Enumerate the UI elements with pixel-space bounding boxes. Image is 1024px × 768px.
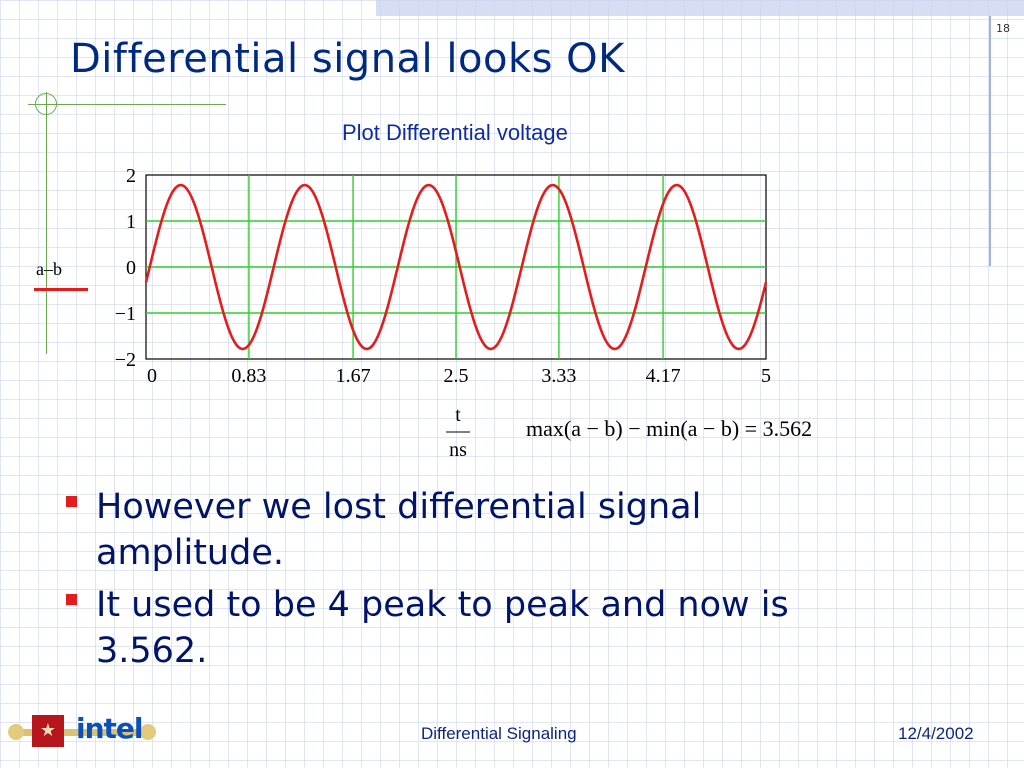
y-tick-label: 2 (126, 165, 136, 187)
peak-to-peak-formula: max(a − b) − min(a − b) = 3.562 (526, 416, 813, 441)
logo-knob-right (140, 724, 156, 740)
slide-title: Differential signal looks OK (70, 36, 625, 82)
slide-number: 18 (996, 22, 1010, 35)
x-tick-labels: 0 0.83 1.67 2.5 3.33 4.17 5 (147, 365, 771, 387)
x-axis-label-denominator: ns (449, 439, 467, 461)
legend-label: a–b (36, 259, 62, 279)
series-layer (144, 183, 768, 351)
title-circle-ornament (35, 93, 57, 115)
title-rule-horizontal (28, 104, 226, 105)
intel-logo: ★ intel (8, 712, 156, 752)
x-tick-label: 2.5 (444, 365, 469, 387)
plot-title: Plot Differential voltage (342, 120, 568, 145)
bullet-item: It used to be 4 peak to peak and now is … (66, 582, 866, 674)
bullet-marker (66, 594, 77, 605)
bullet-item: However we lost differential signal ampl… (66, 484, 866, 576)
logo-bar (12, 729, 152, 736)
legend-line (34, 288, 88, 291)
footer-title: Differential Signaling (421, 724, 577, 743)
plot-svg: 2 1 0 −1 −2 0 0.83 1.67 2.5 3.33 4.17 5 t ns (115, 165, 771, 461)
footer-date: 12/4/2002 (898, 724, 974, 743)
bullet-text: It used to be 4 peak to peak and now is … (96, 585, 789, 671)
x-tick-label: 0 (147, 365, 157, 387)
bullet-list: However we lost differential signal ampl… (66, 484, 866, 680)
y-tick-label: −1 (115, 303, 136, 325)
logo-knob-left (8, 724, 24, 740)
right-decorative-rule (989, 16, 991, 266)
title-rule-vertical (46, 92, 47, 354)
university-seal-icon: ★ (32, 715, 64, 747)
series-line-a-minus-b (144, 183, 768, 351)
x-tick-label: 0.83 (231, 365, 266, 387)
x-tick-label: 5 (761, 365, 771, 387)
x-tick-label: 1.67 (336, 365, 371, 387)
bullet-marker (66, 496, 77, 507)
bullet-text: However we lost differential signal ampl… (96, 487, 702, 573)
x-tick-label: 3.33 (541, 365, 576, 387)
y-tick-labels: 2 1 0 −1 −2 (115, 165, 136, 371)
grid-layer (146, 175, 766, 359)
x-tick-label: 4.17 (646, 365, 681, 387)
y-tick-label: 0 (126, 257, 136, 279)
x-axis-label-numerator: t (455, 404, 461, 426)
intel-wordmark: intel (76, 712, 144, 745)
top-decorative-band (376, 0, 1024, 16)
y-tick-label: 1 (126, 211, 136, 233)
y-tick-label: −2 (115, 349, 136, 371)
